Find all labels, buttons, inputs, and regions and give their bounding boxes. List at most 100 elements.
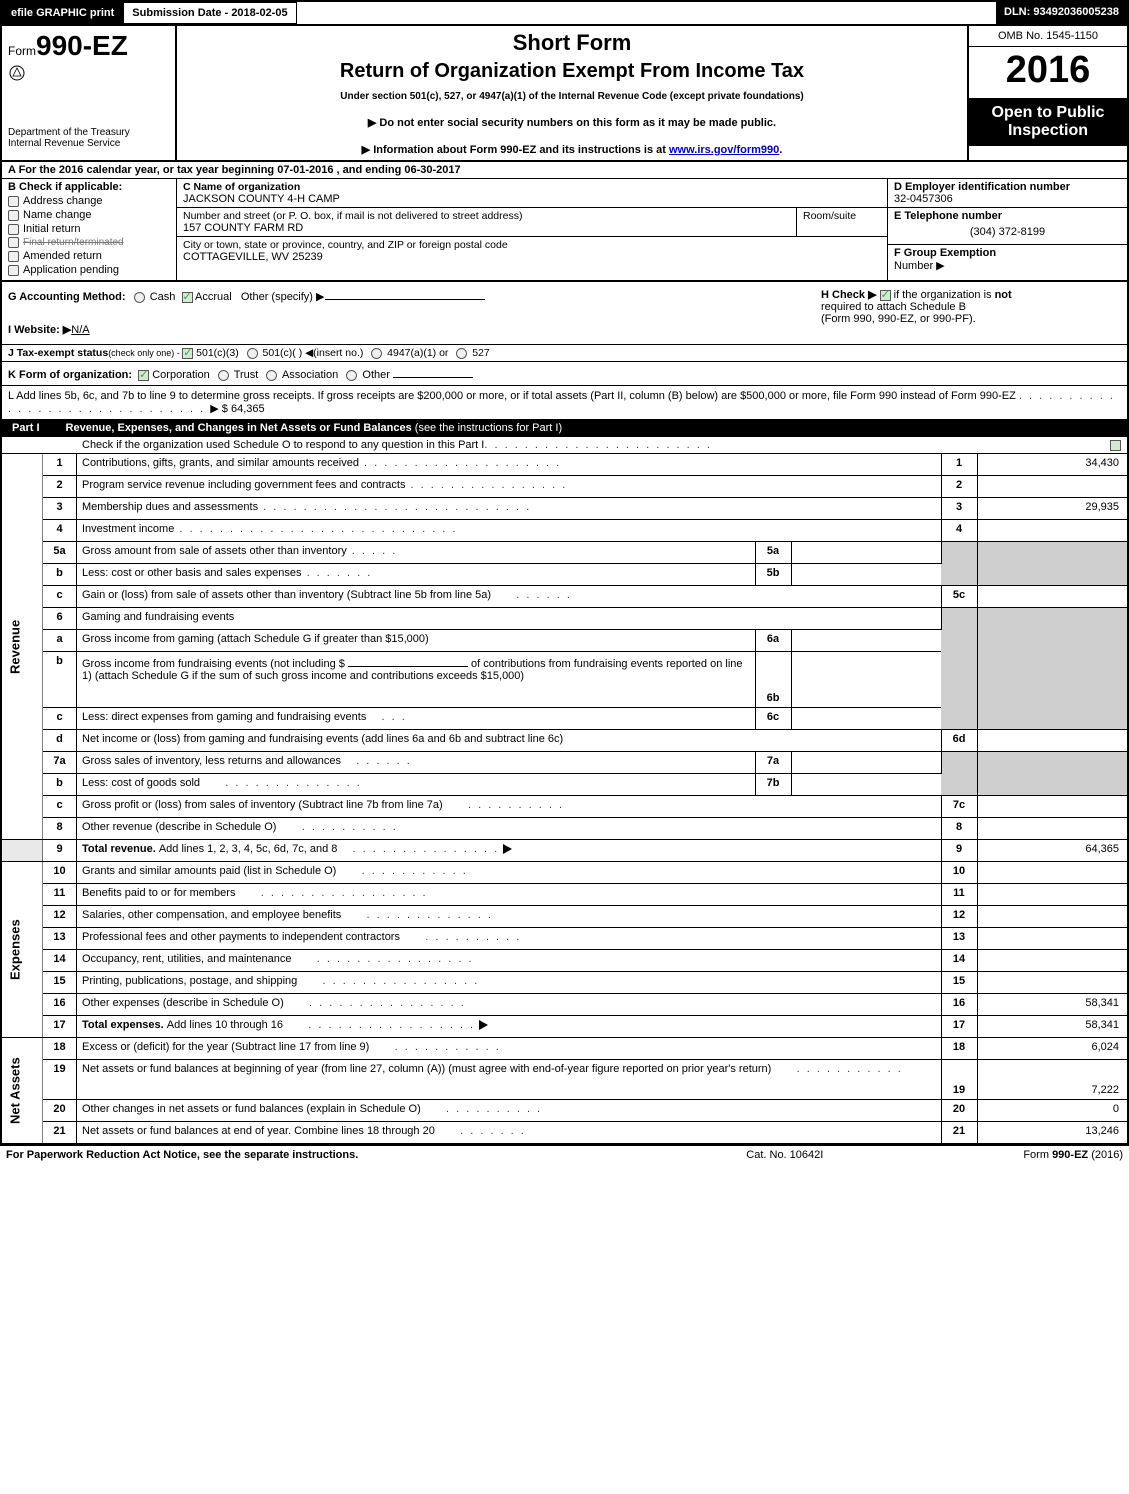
line-val: 13,246: [977, 1122, 1127, 1144]
tax-year: 2016: [969, 47, 1127, 98]
schedule-o-checkbox[interactable]: [1110, 440, 1121, 451]
line-4: 4 Investment income . . . . . . . . . . …: [2, 520, 1127, 542]
line-num: c: [43, 796, 77, 818]
return-title: Return of Organization Exempt From Incom…: [187, 60, 957, 83]
netassets-side-label: Net Assets: [2, 1038, 43, 1144]
chk-address-change[interactable]: Address change: [8, 195, 170, 207]
j-o1: 501(c)(3): [196, 347, 239, 359]
j-501c3[interactable]: [182, 348, 193, 359]
other-specify-line: [325, 288, 485, 300]
dots: . . . . . . . . . . . . . . . .: [297, 975, 479, 987]
line-val: [977, 972, 1127, 994]
sub-val: [791, 542, 941, 564]
chk-amended-return[interactable]: Amended return: [8, 250, 170, 262]
line-num: 17: [43, 1016, 77, 1038]
line-no: 19: [941, 1060, 977, 1100]
line-num: b: [43, 564, 77, 586]
city-label: City or town, state or province, country…: [183, 239, 881, 251]
sub-no: 7a: [755, 752, 791, 774]
chk-label: Initial return: [23, 223, 80, 235]
k-o1: Corporation: [152, 369, 209, 381]
j-527[interactable]: [456, 348, 467, 359]
line-9: 9 Total revenue. Add lines 1, 2, 3, 4, 5…: [2, 840, 1127, 862]
dots: . . . . . .: [491, 589, 572, 601]
j-501c[interactable]: [247, 348, 258, 359]
line-val: 58,341: [977, 1016, 1127, 1038]
line-val: [977, 520, 1127, 542]
line-num: 3: [43, 498, 77, 520]
shade-cell: [941, 608, 977, 730]
j-o4: 527: [472, 347, 490, 359]
line-val: 34,430: [977, 454, 1127, 476]
fundraising-amount-line: [348, 655, 468, 667]
line-no: 17: [941, 1016, 977, 1038]
sub-val: [791, 774, 941, 796]
line-5c: c Gain or (loss) from sale of assets oth…: [2, 586, 1127, 608]
k-corp[interactable]: [138, 370, 149, 381]
dots: . . . . . . . . . . . . . . .: [337, 843, 499, 855]
h-checkbox[interactable]: [880, 290, 891, 301]
chk-name-change[interactable]: Name change: [8, 209, 170, 221]
section-b: B Check if applicable: Address change Na…: [2, 179, 177, 280]
chk-application-pending[interactable]: Application pending: [8, 264, 170, 276]
line-desc2: Add lines 1, 2, 3, 4, 5c, 6d, 7c, and 8: [159, 843, 338, 855]
sub-no: 5a: [755, 542, 791, 564]
line-desc: Other revenue (describe in Schedule O): [82, 821, 276, 833]
topbar: efile GRAPHIC print Submission Date - 20…: [2, 2, 1127, 24]
line-desc: Grants and similar amounts paid (list in…: [82, 865, 336, 877]
k-assoc[interactable]: [266, 370, 277, 381]
j-4947[interactable]: [371, 348, 382, 359]
omb-number: OMB No. 1545-1150: [969, 26, 1127, 47]
k-trust[interactable]: [218, 370, 229, 381]
line-desc: Gross amount from sale of assets other t…: [82, 545, 347, 557]
line-desc: Benefits paid to or for members: [82, 887, 235, 899]
line-desc-bold: Total expenses.: [82, 1019, 167, 1031]
k-other[interactable]: [346, 370, 357, 381]
chk-final-return[interactable]: Final return/terminated: [8, 237, 170, 248]
line-8: 8 Other revenue (describe in Schedule O)…: [2, 818, 1127, 840]
sub-no: 6a: [755, 630, 791, 652]
line-6: 6 Gaming and fundraising events: [2, 608, 1127, 630]
line-desc2: Add lines 10 through 16: [167, 1019, 283, 1031]
line-num: 19: [43, 1060, 77, 1100]
phone-value: (304) 372-8199: [894, 222, 1121, 242]
dots: . . . . . . . . . . .: [771, 1063, 902, 1075]
irs-link[interactable]: www.irs.gov/form990: [669, 144, 779, 156]
checkbox-icon: [8, 265, 19, 276]
row-gh: G Accounting Method: Cash Accrual Other …: [2, 280, 1127, 344]
addr-label: Number and street (or P. O. box, if mail…: [183, 210, 790, 222]
line-num: 4: [43, 520, 77, 542]
dots: . . . . . . . . . . . . . . . . .: [283, 1019, 475, 1031]
section-bcde: B Check if applicable: Address change Na…: [2, 178, 1127, 280]
j-o2: 501(c)( ) ◀(insert no.): [263, 347, 364, 359]
chk-label: Final return/terminated: [23, 237, 124, 248]
dots: . . . . . . . . . . .: [369, 1041, 500, 1053]
dots: . . . . .: [347, 545, 398, 557]
line-num: 2: [43, 476, 77, 498]
line-val: [977, 950, 1127, 972]
dots: . . . . . . . . . . . . . . . . . . . . …: [484, 439, 712, 451]
chk-label: Name change: [23, 209, 92, 221]
org-name: JACKSON COUNTY 4-H CAMP: [183, 193, 881, 205]
h-text1: if the organization is: [894, 289, 995, 301]
line-num: 21: [43, 1122, 77, 1144]
line-no: 3: [941, 498, 977, 520]
line-no: 8: [941, 818, 977, 840]
efile-print-button[interactable]: efile GRAPHIC print: [2, 2, 123, 24]
line-desc: Printing, publications, postage, and shi…: [82, 975, 297, 987]
warning-ssn: ▶ Do not enter social security numbers o…: [187, 116, 957, 129]
part1-header: Part I Revenue, Expenses, and Changes in…: [2, 419, 1127, 437]
submission-date: Submission Date - 2018-02-05: [123, 2, 296, 24]
k-o3: Association: [282, 369, 338, 381]
dots: . . . . . . . . . .: [443, 799, 564, 811]
line-no: 5c: [941, 586, 977, 608]
side-spacer: [2, 840, 43, 862]
arrow-icon: [503, 844, 512, 854]
radio-cash[interactable]: [134, 292, 145, 303]
line-no: 6d: [941, 730, 977, 752]
dots: . . . . . . . . . . . . . . . . . . . . …: [174, 523, 457, 535]
chk-initial-return[interactable]: Initial return: [8, 223, 170, 235]
g-label: G Accounting Method:: [8, 291, 126, 303]
radio-accrual[interactable]: [182, 292, 193, 303]
line-num: a: [43, 630, 77, 652]
